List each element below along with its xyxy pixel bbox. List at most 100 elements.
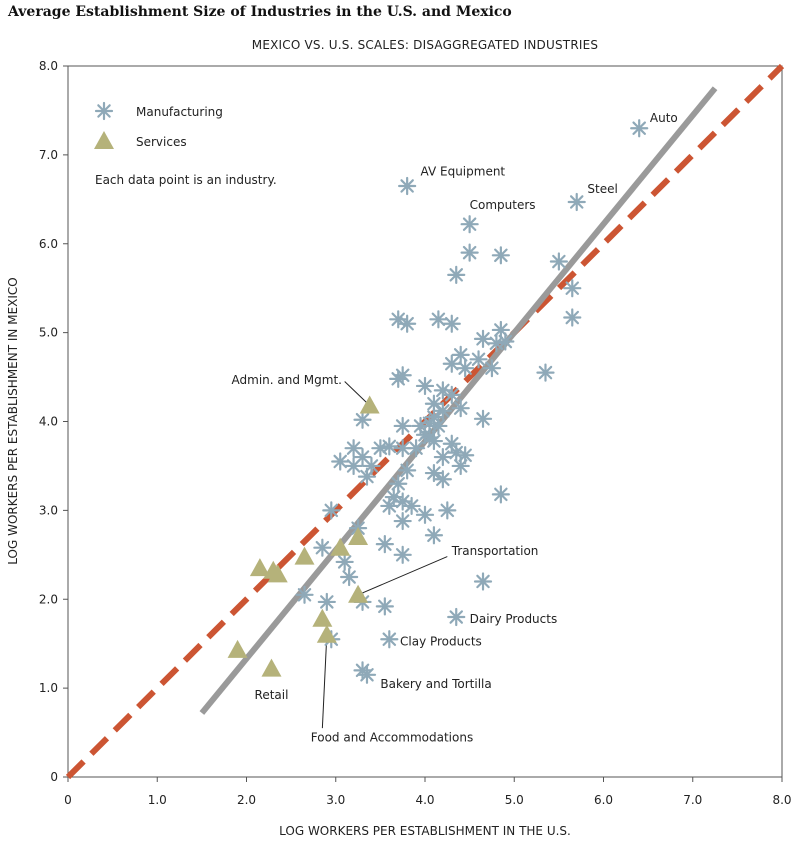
manufacturing-point: [380, 437, 399, 456]
annotation-label: Dairy Products: [470, 612, 558, 626]
x-tick-label: 1.0: [148, 793, 167, 807]
x-tick-label: 3.0: [326, 793, 345, 807]
manufacturing-point: [491, 246, 510, 265]
manufacturing-point: [375, 535, 394, 554]
manufacturing-point: [433, 470, 452, 489]
legend-manufacturing-icon: [94, 101, 114, 121]
manufacturing-point: [549, 252, 568, 271]
axis-ticks: 0 1.0 2.0 3.0 4.0 5.0 6.0 7.0 8.0 0 1.0 2.0 3.0 4.0 5.…: [39, 59, 792, 807]
services-point: [294, 546, 315, 565]
annotation-label: Bakery and Tortilla: [380, 677, 491, 691]
manufacturing-point: [567, 192, 586, 212]
manufacturing-point: [398, 461, 417, 480]
manufacturing-point: [389, 474, 408, 493]
chart-subtitle: MEXICO VS. U.S. SCALES: DISAGGREGATED IN…: [251, 38, 599, 52]
legend-note: Each data point is an industry.: [95, 173, 277, 187]
manufacturing-point: [442, 385, 461, 404]
x-tick-label: 7.0: [683, 793, 702, 807]
annotations: Auto AV Equipment Steel Computers Admin. and…: [232, 111, 678, 744]
legend: Manufacturing Services Each data point is …: [94, 101, 277, 187]
manufacturing-point: [630, 119, 649, 138]
y-tick-label: 2.0: [39, 592, 58, 606]
y-tick-label: 5.0: [39, 326, 58, 340]
manufacturing-point: [424, 463, 444, 483]
manufacturing-point: [563, 308, 582, 327]
services-point: [348, 584, 369, 603]
manufacturing-point: [393, 511, 412, 531]
y-tick-label: 4.0: [39, 415, 58, 429]
manufacturing-point: [398, 314, 417, 333]
services-point: [348, 527, 369, 546]
manufacturing-point: [460, 215, 479, 234]
y-tick-label: 1.0: [39, 681, 58, 695]
manufacturing-point: [340, 567, 359, 587]
manufacturing-point: [469, 350, 488, 369]
services-point: [249, 558, 270, 577]
services-point: [316, 624, 337, 643]
manufacturing-point: [433, 447, 452, 467]
manufacturing-point: [402, 496, 421, 516]
manufacturing-point: [438, 501, 457, 520]
annotation-label: Computers: [470, 198, 536, 212]
x-axis-label: LOG WORKERS PER ESTABLISHMENT IN THE U.S…: [279, 824, 571, 838]
manufacturing-point: [433, 401, 452, 420]
annotation-label: Retail: [255, 688, 289, 702]
annotation-label: Clay Products: [400, 634, 482, 648]
services-point: [227, 639, 248, 658]
legend-services-label: Services: [136, 135, 187, 149]
services-point: [359, 395, 380, 414]
manufacturing-point: [460, 243, 479, 262]
x-tick-label: 5.0: [505, 793, 524, 807]
manufacturing-point: [317, 592, 336, 612]
legend-services-icon: [94, 131, 114, 149]
legend-manufacturing-label: Manufacturing: [136, 105, 223, 119]
annotation-leader-line: [344, 381, 371, 406]
annotation-label: AV Equipment: [421, 164, 506, 178]
annotation-label: Transportation: [451, 544, 539, 558]
services-point: [261, 658, 282, 677]
manufacturing-point: [424, 526, 444, 545]
x-tick-label: 6.0: [594, 793, 613, 807]
manufacturing-point: [473, 572, 493, 591]
manufacturing-point: [451, 456, 470, 476]
manufacturing-point: [380, 630, 399, 649]
manufacturing-point: [429, 416, 448, 436]
manufacturing-point: [344, 456, 363, 476]
manufacturing-point: [415, 376, 435, 396]
manufacturing-point: [447, 607, 466, 627]
manufacturing-point: [415, 505, 435, 524]
y-tick-label: 3.0: [39, 503, 58, 517]
manufacturing-point: [451, 399, 470, 418]
manufacturing-point: [335, 552, 354, 572]
annotation-leaders: [321, 381, 448, 729]
manufacturing-point: [473, 329, 493, 348]
manufacturing-point: [393, 545, 412, 564]
services-point: [267, 564, 288, 583]
chart-title: Average Establishment Size of Industries…: [8, 4, 512, 20]
manufacturing-point: [536, 363, 555, 382]
manufacturing-point: [447, 265, 466, 284]
manufacturing-point: [442, 314, 461, 333]
manufacturing-point: [380, 496, 399, 516]
manufacturing-point: [456, 359, 475, 378]
y-tick-label: 7.0: [39, 148, 58, 162]
x-tick-label: 8.0: [772, 793, 791, 807]
manufacturing-point: [496, 332, 515, 351]
y-tick-label: 0: [50, 770, 58, 784]
x-tick-label: 0: [64, 793, 72, 807]
annotation-label: Food and Accommodations: [311, 730, 473, 744]
manufacturing-point: [295, 585, 314, 604]
manufacturing-point: [313, 538, 332, 557]
annotation-label: Auto: [650, 111, 678, 125]
manufacturing-point: [563, 279, 582, 298]
x-tick-label: 2.0: [237, 793, 256, 807]
manufacturing-point: [393, 416, 412, 436]
manufacturing-point: [353, 410, 372, 429]
manufacturing-point: [491, 485, 510, 504]
annotation-label: Steel: [587, 182, 617, 196]
annotation-leader-line: [357, 556, 448, 596]
annotation-leader-line: [321, 634, 328, 729]
manufacturing-point: [357, 665, 377, 684]
y-tick-label: 6.0: [39, 237, 58, 251]
